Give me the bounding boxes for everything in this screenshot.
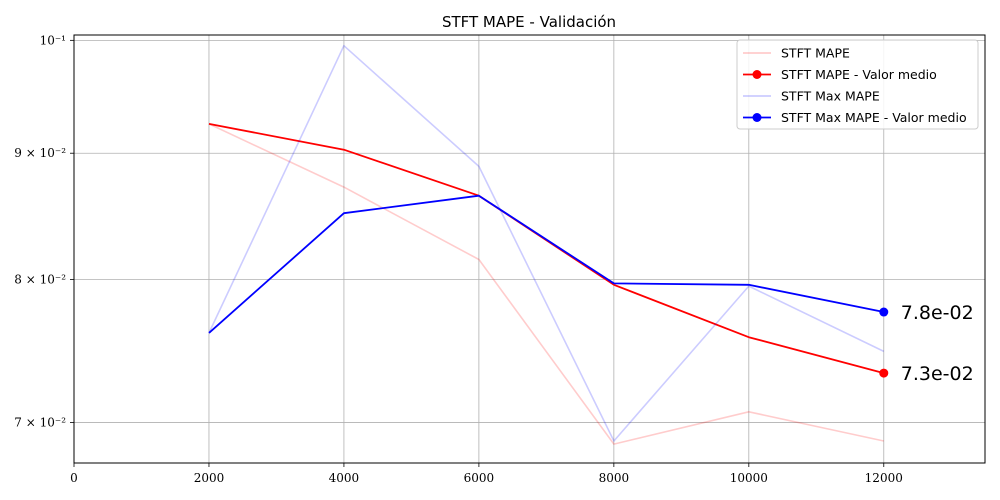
- legend-swatch-marker: [752, 70, 762, 79]
- x-tick-label: 8000: [599, 471, 630, 485]
- series-line: [208, 194, 884, 334]
- axes: 0 2000 4000 6000 8000 10000 12000 7 × 10⁻² 8 × 1…: [14, 33, 903, 485]
- legend: STFT MAPE STFT MAPE - Valor medio STFT Max…: [736, 39, 979, 130]
- x-tick-label: 6000: [464, 471, 495, 485]
- y-tick-label: 7 × 10⁻²: [14, 415, 66, 429]
- legend-label: STFT Max MAPE - Valor medio: [781, 110, 967, 125]
- series-line: [208, 123, 884, 445]
- y-tick-label: 10⁻¹: [40, 33, 66, 47]
- legend-label: STFT MAPE: [781, 46, 850, 61]
- series-line: [208, 44, 885, 442]
- chart-title: STFT MAPE - Validación: [442, 13, 616, 31]
- end-labels: 7.8e-02 7.3e-02: [879, 302, 974, 385]
- series-layer: [208, 44, 885, 445]
- legend-label: STFT MAPE - Valor medio: [781, 67, 937, 82]
- y-tick-label: 8 × 10⁻²: [14, 272, 66, 286]
- x-tick-label: 4000: [329, 471, 360, 485]
- x-tick-label: 2000: [194, 471, 225, 485]
- end-value-label: 7.8e-02: [901, 302, 974, 324]
- plot-frame: [73, 34, 986, 464]
- end-point-marker: [879, 368, 889, 378]
- x-tick-label: 10000: [730, 471, 768, 485]
- x-tick-label: 0: [70, 471, 78, 485]
- y-tick-label: 9 × 10⁻²: [14, 146, 66, 160]
- legend-swatch-marker: [752, 113, 762, 122]
- series-line: [208, 123, 885, 374]
- legend-box: [736, 39, 979, 130]
- end-point-marker: [879, 307, 889, 317]
- x-tick-label: 12000: [865, 471, 903, 485]
- legend-label: STFT Max MAPE: [781, 89, 880, 104]
- end-value-label: 7.3e-02: [901, 363, 974, 385]
